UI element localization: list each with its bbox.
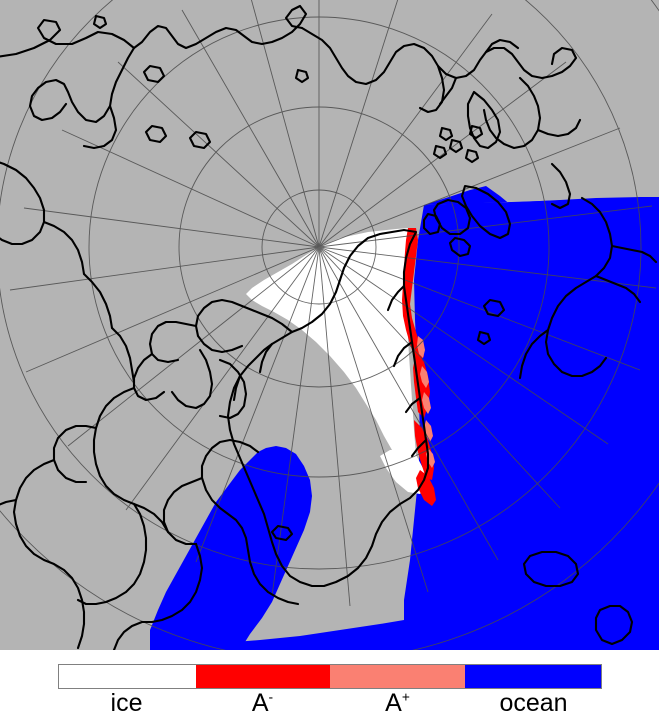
legend-color-bar	[58, 664, 602, 689]
legend-swatch-a-minus	[195, 665, 330, 688]
graticule	[0, 0, 659, 650]
ocean-layer	[150, 186, 659, 650]
legend-label-ice-text: ice	[110, 689, 143, 717]
legend: ice A- A+ ocean	[0, 650, 659, 716]
legend-labels: ice A- A+ ocean	[58, 690, 602, 716]
legend-label-ocean: ocean	[465, 690, 602, 716]
legend-swatch-a-plus	[330, 665, 465, 688]
legend-label-ice: ice	[58, 690, 195, 716]
arctic-map-panel	[0, 0, 659, 650]
coastlines	[0, 4, 658, 650]
legend-label-a-plus-sup: +	[401, 689, 410, 705]
legend-label-a-minus: A-	[195, 690, 330, 716]
legend-label-a-minus-text: A	[251, 689, 269, 717]
legend-label-a-plus: A+	[330, 690, 465, 716]
arctic-map-canvas	[0, 0, 659, 650]
legend-swatch-ice	[59, 665, 196, 688]
legend-label-a-plus-text: A	[385, 689, 402, 717]
legend-label-ocean-text: ocean	[499, 689, 568, 717]
legend-swatch-ocean	[464, 665, 601, 688]
sea-ice-layer	[246, 228, 426, 494]
a-plus-layer	[417, 336, 435, 468]
legend-label-a-minus-sup: -	[268, 689, 274, 705]
